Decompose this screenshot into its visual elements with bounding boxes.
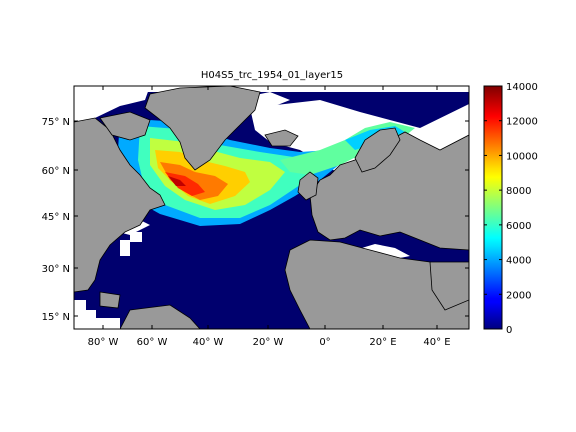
- map-title: H04S5_trc_1954_01_layer15: [201, 70, 343, 81]
- colorbar-tick-labels: 0 2000 4000 6000 8000 10000 12000 14000: [506, 82, 538, 336]
- colorbar-tick-label: 6000: [506, 221, 531, 232]
- coastal-grid-cells: [74, 232, 142, 329]
- iceland: [264, 129, 299, 147]
- baffin-island: [99, 111, 151, 141]
- lon-tick-label: 80° W: [88, 337, 119, 348]
- greenland: [144, 86, 261, 171]
- colorbar-tick-label: 0: [506, 325, 512, 336]
- lon-tick-label: 60° W: [137, 337, 168, 348]
- lon-tick-labels: 80° W 60° W 40° W 20° W 0° 20° E 40° E: [88, 337, 451, 348]
- europe: [309, 131, 469, 251]
- colorbar-tick-label: 4000: [506, 256, 531, 267]
- lat-tick-label: 30° N: [42, 264, 70, 275]
- lat-tick-label: 45° N: [42, 212, 70, 223]
- lon-axis: [102, 86, 438, 329]
- south-america: [119, 304, 201, 329]
- lon-tick-label: 0°: [319, 337, 330, 348]
- colorbar-tick-label: 8000: [506, 186, 531, 197]
- map-frame: [73, 85, 470, 330]
- colorbar-tick-label: 10000: [506, 151, 538, 162]
- lon-tick-label: 40° E: [423, 337, 450, 348]
- caribbean: [99, 291, 121, 309]
- colorbar-tick-label: 12000: [506, 117, 538, 128]
- lon-tick-label: 20° E: [369, 337, 396, 348]
- colorbar-ticks: [484, 85, 502, 330]
- land-masses: [74, 86, 469, 329]
- scandinavia: [354, 127, 401, 173]
- lon-tick-label: 40° W: [193, 337, 224, 348]
- lat-axis: [74, 120, 469, 317]
- north-america: [74, 117, 166, 293]
- lat-tick-labels: 75° N 60° N 45° N 30° N 15° N: [42, 117, 70, 323]
- colorbar-tick-label: 2000: [506, 290, 531, 301]
- lon-tick-label: 20° W: [253, 337, 284, 348]
- arabia: [429, 261, 469, 311]
- colorbar: 0 2000 4000 6000 8000 10000 12000 14000: [483, 82, 538, 336]
- british-isles: [297, 171, 319, 201]
- colorbar-tick-label: 14000: [506, 82, 538, 93]
- colorbar-gradient: [483, 85, 503, 330]
- lat-tick-label: 60° N: [42, 166, 70, 177]
- lat-tick-label: 75° N: [42, 117, 70, 128]
- lat-tick-label: 15° N: [42, 312, 70, 323]
- map-plot-area: [74, 86, 469, 329]
